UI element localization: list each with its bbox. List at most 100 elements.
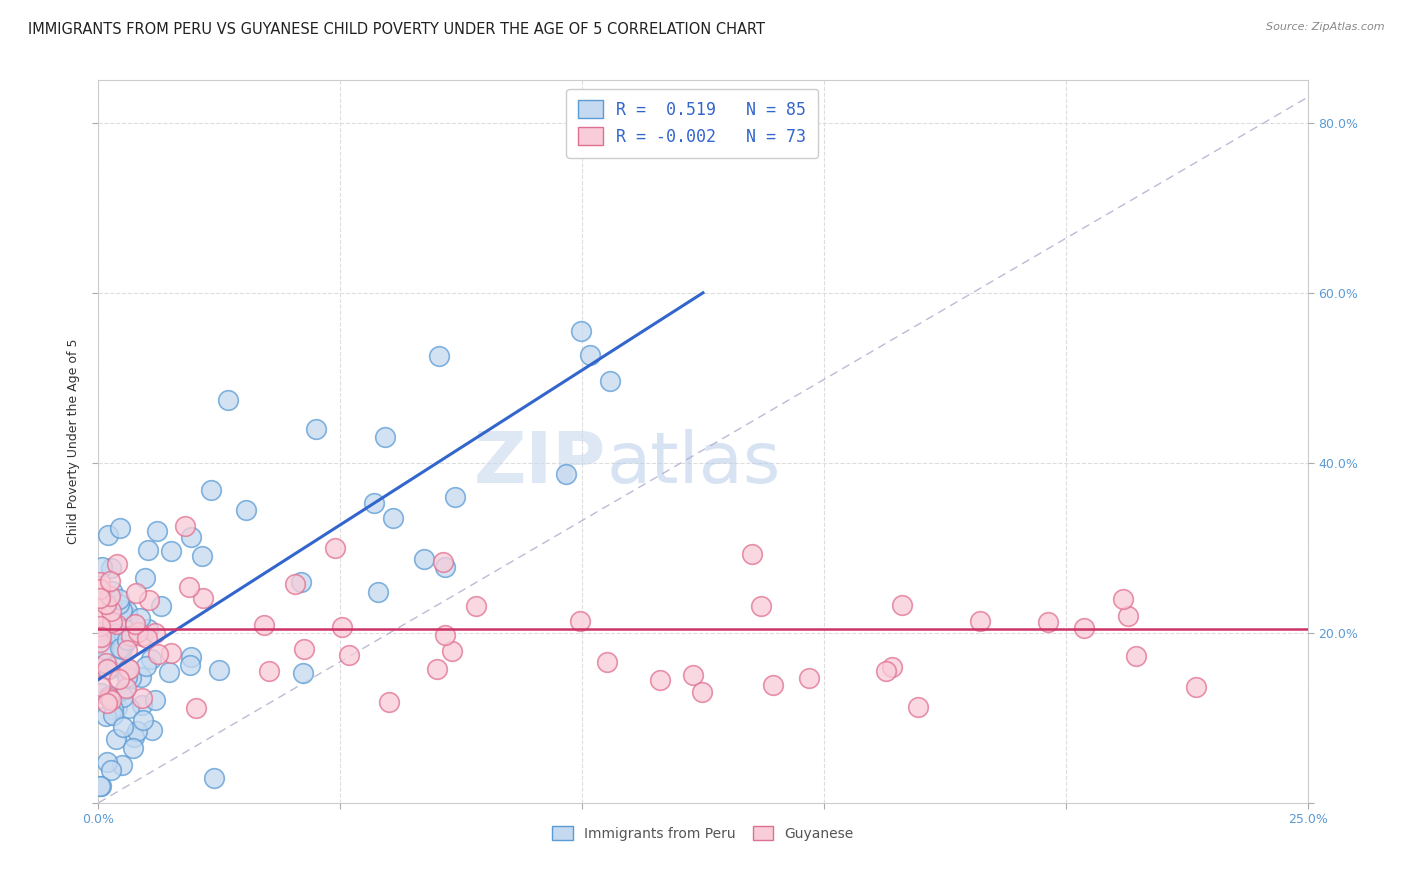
Point bbox=[100, 583, 122, 598]
Point bbox=[108, 673, 131, 687]
Point bbox=[434, 560, 457, 574]
Point bbox=[101, 707, 124, 722]
Text: IMMIGRANTS FROM PERU VS GUYANESE CHILD POVERTY UNDER THE AGE OF 5 CORRELATION CH: IMMIGRANTS FROM PERU VS GUYANESE CHILD P… bbox=[28, 22, 765, 37]
Point bbox=[146, 524, 169, 539]
Point bbox=[337, 648, 360, 663]
Point bbox=[104, 627, 127, 641]
Point bbox=[441, 643, 464, 657]
Point bbox=[97, 528, 120, 542]
Point bbox=[105, 658, 128, 673]
Point bbox=[148, 647, 170, 661]
Point bbox=[90, 657, 112, 671]
Point bbox=[173, 519, 195, 533]
Point bbox=[89, 635, 111, 649]
Point bbox=[121, 628, 143, 642]
Point bbox=[89, 610, 111, 624]
Point bbox=[444, 490, 467, 504]
Point bbox=[108, 641, 131, 656]
Point bbox=[292, 666, 315, 681]
Point bbox=[191, 549, 214, 563]
Point bbox=[141, 723, 163, 738]
Point bbox=[97, 689, 120, 703]
Legend: Immigrants from Peru, Guyanese: Immigrants from Peru, Guyanese bbox=[547, 821, 859, 847]
Point bbox=[143, 692, 166, 706]
Point bbox=[292, 642, 315, 657]
Point bbox=[304, 422, 326, 436]
Point bbox=[105, 626, 128, 640]
Point bbox=[741, 547, 763, 561]
Point bbox=[432, 555, 454, 569]
Point bbox=[89, 631, 111, 645]
Point bbox=[127, 724, 149, 739]
Point bbox=[875, 664, 897, 678]
Point bbox=[89, 582, 111, 596]
Point bbox=[93, 641, 115, 656]
Point bbox=[100, 693, 122, 707]
Point bbox=[425, 662, 447, 676]
Point bbox=[762, 678, 785, 692]
Point bbox=[907, 699, 929, 714]
Point bbox=[122, 730, 145, 744]
Point bbox=[433, 628, 456, 642]
Point bbox=[1184, 680, 1206, 694]
Point bbox=[217, 393, 239, 408]
Point bbox=[96, 696, 118, 710]
Point bbox=[118, 701, 141, 715]
Point bbox=[94, 597, 117, 611]
Point bbox=[204, 772, 226, 786]
Point bbox=[89, 779, 111, 793]
Point bbox=[179, 658, 201, 673]
Point bbox=[150, 599, 173, 614]
Point bbox=[1036, 615, 1059, 630]
Point bbox=[413, 551, 436, 566]
Point bbox=[115, 669, 138, 683]
Point bbox=[1073, 621, 1095, 635]
Point bbox=[108, 521, 131, 535]
Point bbox=[890, 598, 912, 612]
Point bbox=[569, 324, 592, 338]
Point bbox=[105, 558, 128, 572]
Point bbox=[131, 691, 153, 706]
Point bbox=[160, 647, 183, 661]
Point bbox=[969, 615, 991, 629]
Point bbox=[104, 617, 127, 632]
Point bbox=[89, 574, 111, 589]
Point bbox=[100, 764, 122, 778]
Text: atlas: atlas bbox=[606, 429, 780, 498]
Point bbox=[143, 625, 166, 640]
Point bbox=[257, 665, 280, 679]
Point bbox=[110, 632, 132, 647]
Point bbox=[111, 641, 134, 656]
Point bbox=[139, 652, 162, 666]
Point bbox=[111, 758, 134, 772]
Point bbox=[682, 668, 704, 682]
Point bbox=[98, 574, 121, 588]
Point bbox=[160, 544, 183, 558]
Point bbox=[105, 700, 128, 714]
Point bbox=[117, 643, 139, 657]
Point bbox=[90, 685, 112, 699]
Point bbox=[118, 662, 141, 676]
Point bbox=[200, 483, 222, 497]
Point bbox=[323, 541, 346, 556]
Point bbox=[799, 672, 821, 686]
Point bbox=[132, 714, 155, 728]
Point bbox=[180, 649, 202, 664]
Point bbox=[114, 681, 136, 695]
Point bbox=[290, 574, 312, 589]
Point bbox=[363, 496, 385, 510]
Point bbox=[136, 543, 159, 558]
Point bbox=[650, 673, 672, 688]
Point bbox=[127, 625, 149, 640]
Point bbox=[108, 592, 131, 607]
Point bbox=[114, 682, 136, 697]
Point bbox=[134, 571, 156, 585]
Point bbox=[91, 559, 114, 574]
Point bbox=[131, 629, 153, 643]
Point bbox=[330, 620, 353, 634]
Point bbox=[114, 664, 136, 678]
Point bbox=[1112, 592, 1135, 607]
Point bbox=[177, 580, 200, 594]
Point bbox=[94, 708, 117, 723]
Point bbox=[96, 755, 118, 769]
